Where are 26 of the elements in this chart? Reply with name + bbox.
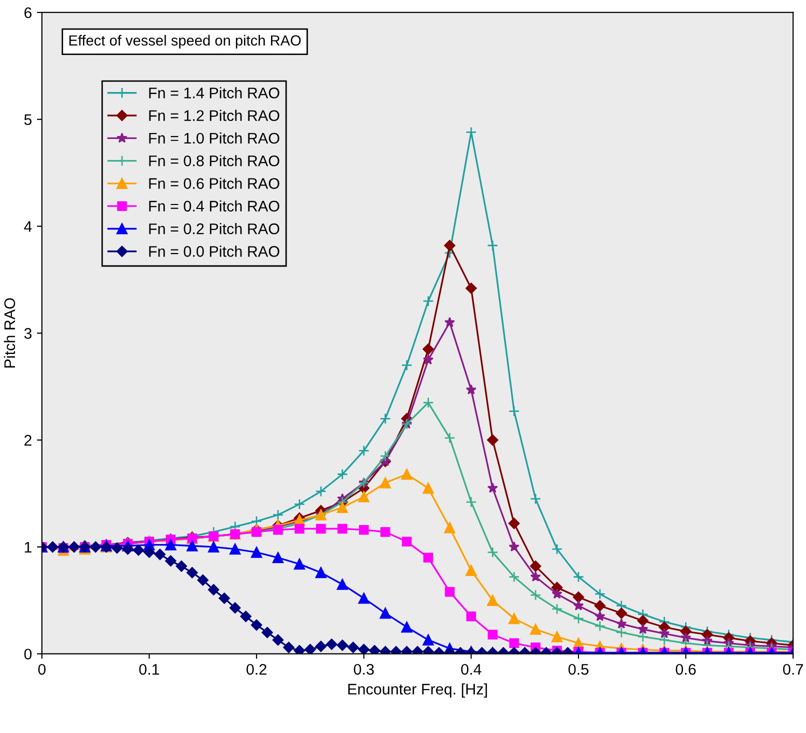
y-tick-label: 3: [24, 328, 32, 339]
x-tick-label: 0.5: [568, 664, 588, 675]
y-axis-title: Pitch RAO: [4, 298, 16, 368]
legend-label: Fn = 0.8 Pitch RAO: [149, 155, 280, 166]
x-tick-label: 0.7: [783, 664, 803, 675]
legend-label: Fn = 1.2 Pitch RAO: [149, 110, 280, 122]
x-tick-label: 0.4: [461, 664, 482, 675]
x-axis-title: Encounter Freq. [Hz]: [348, 683, 487, 698]
y-tick-label: 1: [24, 542, 32, 552]
y-tick-label: 0: [24, 648, 32, 660]
legend-label: Fn = 1.4 Pitch RAO: [149, 87, 280, 98]
legend-label: Fn = 1.0 Pitch RAO: [149, 132, 280, 144]
y-tick-label: 6: [24, 7, 32, 18]
legend-label: Fn = 0.4 Pitch RAO: [149, 200, 280, 212]
x-tick-label: 0.1: [139, 664, 160, 675]
y-tick-label: 5: [24, 114, 32, 126]
x-tick-label: 0: [38, 664, 46, 675]
y-tick-label: 4: [24, 221, 32, 232]
x-tick-label: 0.3: [354, 664, 374, 675]
legend-label: Fn = 0.0 Pitch RAO: [149, 246, 280, 257]
legend-label: Fn = 0.6 Pitch RAO: [149, 178, 280, 189]
y-tick-label: 2: [24, 434, 32, 446]
annotation: Effect of vessel speed on pitch RAO: [69, 34, 301, 49]
legend-label: Fn = 0.2 Pitch RAO: [149, 223, 280, 234]
x-tick-label: 0.6: [676, 664, 696, 675]
x-tick-label: 0.2: [246, 664, 266, 675]
